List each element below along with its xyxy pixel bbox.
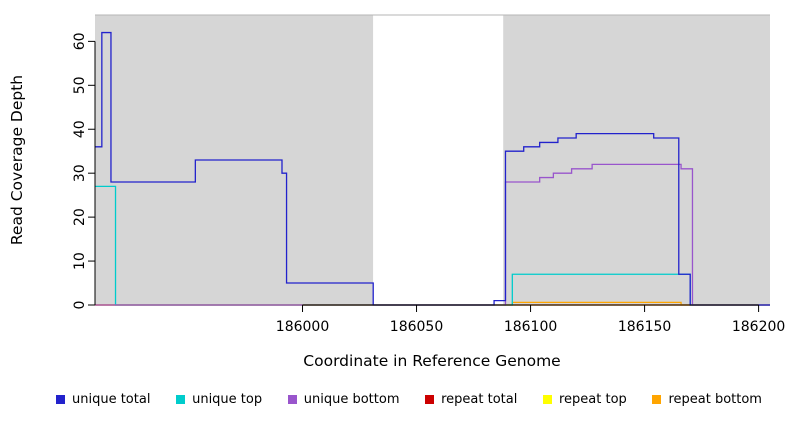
coverage-plot-page: 186000 186050 186100 186150 186200 0 10 20 30 40… (0, 14, 792, 407)
y-tick-label: 60 (72, 32, 88, 50)
y-tick-label: 30 (72, 164, 88, 182)
background-region (373, 15, 504, 305)
legend-label-repeat-total: repeat total (441, 392, 518, 407)
legend-item-unique-top: unique top (176, 392, 262, 407)
legend-swatch-unique-top (176, 395, 186, 404)
legend-swatch-repeat-total (425, 395, 435, 404)
legend-item-unique-bottom: unique bottom (287, 392, 400, 407)
legend-item-unique-total: unique total (56, 392, 150, 407)
legend-swatch-unique-bottom (287, 395, 297, 404)
legend-label-unique-top: unique top (192, 392, 263, 407)
legend-item-repeat-top: repeat top (543, 392, 627, 407)
y-tick-label: 20 (72, 208, 88, 226)
y-tick-label: 0 (72, 301, 88, 310)
x-axis-title: Coordinate in Reference Genome (303, 352, 560, 370)
series-unique-bottom (95, 163, 770, 306)
legend-swatch-unique-total (56, 395, 65, 404)
chart-legend: unique total unique top unique bottom repea… (0, 378, 792, 407)
legend-label-unique-bottom: unique bottom (303, 392, 400, 407)
y-tick-label: 50 (72, 76, 88, 94)
plot-regions (95, 14, 770, 305)
legend-item-repeat-total: repeat total (425, 392, 517, 407)
series-unique-total (95, 31, 770, 306)
x-tick-label: 186100 (504, 319, 557, 335)
legend-label-repeat-top: repeat top (559, 392, 627, 407)
y-axis-title: Read Coverage Depth (8, 75, 26, 245)
legend-label-unique-total: unique total (72, 392, 151, 407)
y-tick-label: 10 (72, 252, 88, 270)
legend-swatch-repeat-bottom (652, 395, 662, 404)
coverage-chart-svg: 186000 186050 186100 186150 186200 0 10 20 30 40… (8, 14, 785, 370)
legend-swatch-repeat-top (543, 395, 552, 404)
legend-label-repeat-bottom: repeat bottom (668, 392, 762, 407)
background-region (503, 15, 770, 305)
y-axis: 0 10 20 30 40 50 60 (72, 32, 96, 310)
legend-item-repeat-bottom: repeat bottom (652, 392, 762, 407)
x-tick-label: 186050 (390, 319, 443, 335)
x-tick-label: 186000 (276, 319, 329, 335)
x-axis: 186000 186050 186100 186150 186200 (276, 304, 785, 335)
x-tick-label: 186150 (618, 319, 671, 335)
x-tick-label: 186200 (732, 319, 785, 335)
y-tick-label: 40 (72, 120, 88, 138)
